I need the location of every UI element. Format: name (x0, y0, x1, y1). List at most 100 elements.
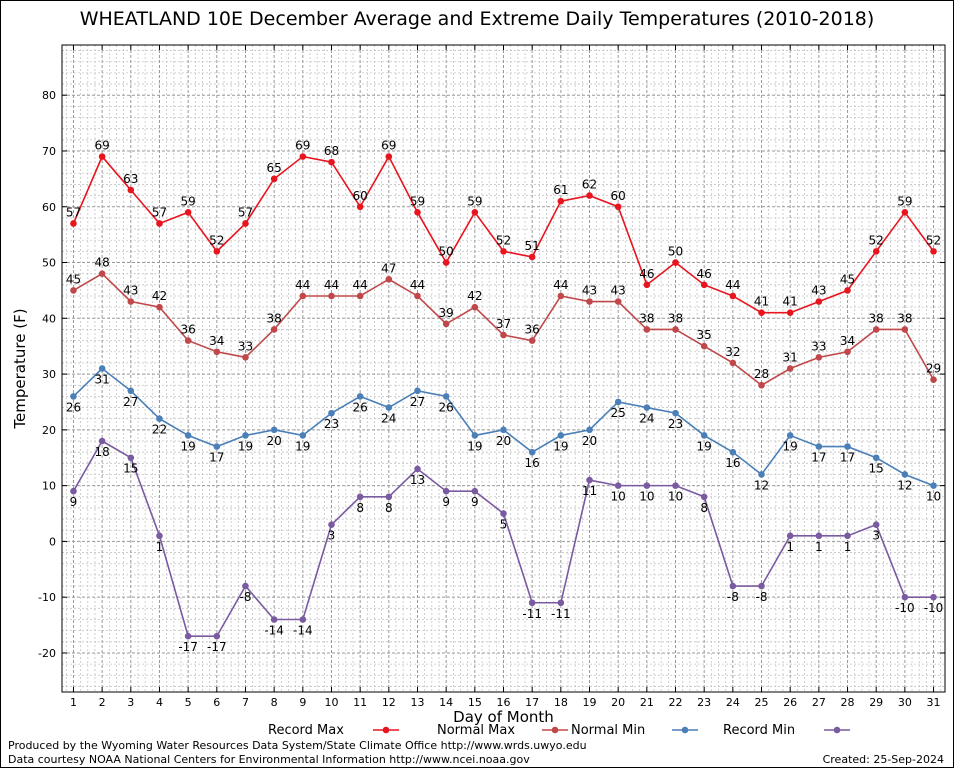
record-min-point (442, 487, 450, 495)
record-max-data-label: 57 (152, 205, 167, 219)
normal-max-data-label: 48 (94, 256, 109, 270)
record-min-data-label: -10 (895, 601, 915, 615)
normal-min-data-label: 22 (152, 423, 167, 437)
x-tick-label: 8 (271, 696, 278, 709)
record-min-point (299, 616, 307, 623)
normal-max-point (414, 292, 421, 300)
normal-min-data-label: 16 (725, 456, 740, 470)
record-min-point (213, 632, 221, 640)
record-min-data-label: 1 (815, 540, 823, 554)
normal-min-point (557, 432, 565, 439)
record-max-point (270, 175, 278, 183)
record-max-point (299, 153, 307, 160)
x-tick-label: 17 (525, 696, 539, 709)
record-max-point (901, 209, 909, 216)
record-max-data-label: 60 (611, 189, 626, 203)
record-max-point (815, 298, 823, 305)
record-min-point (901, 593, 909, 601)
normal-min-point (930, 482, 937, 489)
normal-min-data-label: 23 (668, 417, 683, 431)
normal-max-point (815, 354, 823, 361)
x-tick-label: 13 (410, 696, 424, 709)
normal-max-data-label: 31 (783, 351, 798, 365)
record-max-data-label: 52 (926, 233, 941, 247)
record-min-data-label: 15 (123, 462, 138, 476)
record-max-point (872, 248, 880, 255)
record-max-data-label: 59 (181, 194, 196, 208)
record-max-point (643, 281, 651, 289)
normal-max-data-label: 42 (152, 289, 167, 303)
normal-min-data-label: 27 (123, 395, 138, 409)
normal-max-point (528, 337, 536, 344)
normal-min-data-label: 27 (410, 395, 425, 409)
x-tick-label: 16 (497, 696, 511, 709)
normal-min-data-label: 19 (697, 439, 712, 453)
normal-max-point (758, 381, 765, 389)
record-min-point (528, 599, 536, 607)
record-max-data-label: 43 (811, 284, 826, 298)
record-min-data-label: -8 (756, 590, 768, 604)
record-min-data-label: 11 (582, 484, 597, 498)
record-max-point (156, 220, 163, 227)
record-min-data-label: 10 (611, 490, 626, 504)
record-max-point (930, 248, 937, 255)
normal-min-data-label: 25 (611, 406, 626, 420)
record-min-data-label: -10 (924, 601, 944, 615)
x-tick-label: 6 (213, 696, 220, 709)
record-max-data-label: 57 (66, 205, 81, 219)
record-max-data-label: 50 (439, 245, 454, 259)
normal-min-point (844, 443, 851, 450)
record-min-data-label: 3 (328, 529, 336, 543)
record-min-point (815, 532, 823, 540)
record-max-point (700, 281, 708, 289)
footer-created: Created: 25-Sep-2024 (822, 753, 944, 766)
normal-min-data-label: 24 (381, 412, 396, 426)
x-tick-label: 11 (353, 696, 367, 709)
record-min-point (614, 482, 622, 489)
normal-min-data-label: 20 (267, 434, 282, 448)
x-tick-label: 29 (869, 696, 883, 709)
record-max-point (586, 192, 593, 199)
normal-max-point (557, 292, 565, 300)
record-max-data-label: 59 (410, 194, 425, 208)
legend-marker-record-min (833, 726, 841, 734)
normal-max-data-label: 44 (553, 278, 568, 292)
y-tick-label: 80 (42, 89, 56, 102)
record-max-data-label: 41 (783, 295, 798, 309)
normal-min-point (70, 393, 77, 400)
record-max-point (500, 248, 507, 255)
normal-max-data-label: 45 (66, 272, 81, 286)
normal-min-data-label: 19 (783, 439, 798, 453)
record-min-point (328, 521, 335, 528)
legend-marker-normal-max (551, 726, 559, 734)
normal-max-data-label: 38 (897, 311, 912, 325)
legend-label-record-min: Record Min (723, 723, 795, 738)
normal-max-data-label: 43 (582, 284, 597, 298)
record-min-point (414, 465, 421, 473)
record-min-data-label: 8 (385, 501, 393, 515)
normal-max-point (242, 354, 249, 361)
x-tick-label: 30 (898, 696, 912, 709)
record-min-data-label: -8 (727, 590, 739, 604)
record-max-data-label: 52 (869, 233, 884, 247)
normal-min-data-label: 19 (467, 439, 482, 453)
x-tick-label: 23 (697, 696, 711, 709)
normal-max-point (786, 365, 794, 372)
y-tick-label: 50 (42, 257, 56, 270)
normal-max-data-label: 33 (811, 339, 826, 353)
x-tick-label: 3 (127, 696, 134, 709)
y-tick-label: -20 (38, 647, 56, 660)
normal-max-point (500, 331, 507, 339)
y-tick-label: 70 (42, 145, 56, 158)
normal-min-point (127, 387, 135, 395)
x-tick-label: 25 (755, 696, 769, 709)
record-min-point (844, 532, 851, 540)
footer-courtesy: Data courtesy NOAA National Centers for … (8, 753, 530, 766)
normal-min-point (786, 432, 794, 439)
record-max-data-label: 59 (897, 194, 912, 208)
record-max-point (70, 220, 77, 227)
record-min-point (98, 437, 106, 445)
record-max-point (729, 292, 737, 300)
y-tick-label: 10 (42, 480, 56, 493)
